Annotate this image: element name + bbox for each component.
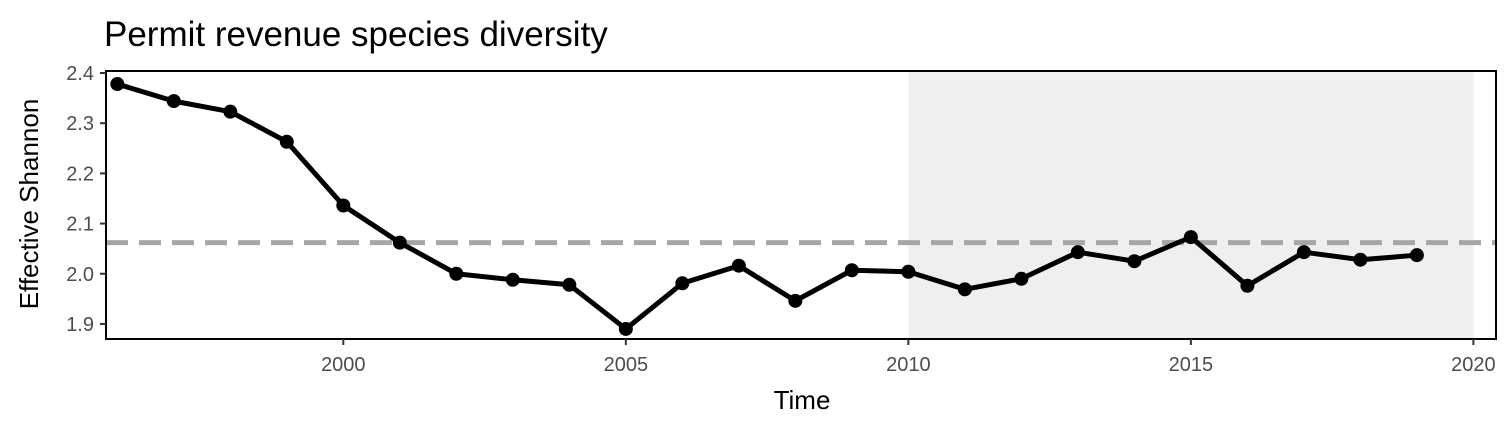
data-point — [279, 134, 294, 149]
data-point — [392, 235, 407, 250]
data-point — [901, 264, 916, 279]
data-point — [449, 266, 464, 281]
data-point — [844, 263, 859, 278]
data-point — [562, 277, 577, 292]
data-point — [1240, 278, 1255, 293]
data-point — [1183, 230, 1198, 245]
x-tick-label: 2005 — [604, 354, 649, 376]
y-tick-label: 1.9 — [66, 314, 94, 336]
data-point — [675, 276, 690, 291]
y-tick-label: 2.4 — [66, 63, 94, 85]
y-tick-label: 2.0 — [66, 264, 94, 286]
plot-area: 2000 2005 2010 2015 2020 1.9 2.0 2.1 2.2 2.3 2.4 — [66, 63, 1497, 376]
data-point — [1070, 245, 1085, 260]
data-point — [336, 198, 351, 213]
x-axis-title: Time — [774, 385, 831, 415]
data-point — [618, 321, 633, 336]
data-point — [1409, 248, 1424, 263]
chart-title: Permit revenue species diversity — [104, 15, 608, 54]
x-tick-label: 2010 — [886, 354, 931, 376]
data-point — [110, 77, 125, 92]
plot-border — [105, 70, 1497, 340]
data-point — [1014, 271, 1029, 286]
data-point — [1353, 252, 1368, 267]
y-tick-label: 2.3 — [66, 113, 94, 135]
data-point — [166, 94, 181, 109]
data-point — [1296, 245, 1311, 260]
y-tick-label: 2.1 — [66, 214, 94, 236]
data-point — [1127, 254, 1142, 269]
x-tick-label: 2000 — [321, 354, 366, 376]
series-line — [114, 81, 1420, 332]
data-point — [505, 272, 520, 287]
x-tick-label: 2015 — [1169, 354, 1214, 376]
data-point — [223, 104, 238, 119]
y-tick-label: 2.2 — [66, 163, 94, 185]
shaded-region — [908, 71, 1474, 339]
x-tick-label: 2020 — [1451, 354, 1496, 376]
data-point — [957, 282, 972, 297]
data-point — [788, 293, 803, 308]
y-axis-title: Effective Shannon — [14, 99, 44, 310]
data-point — [731, 258, 746, 273]
